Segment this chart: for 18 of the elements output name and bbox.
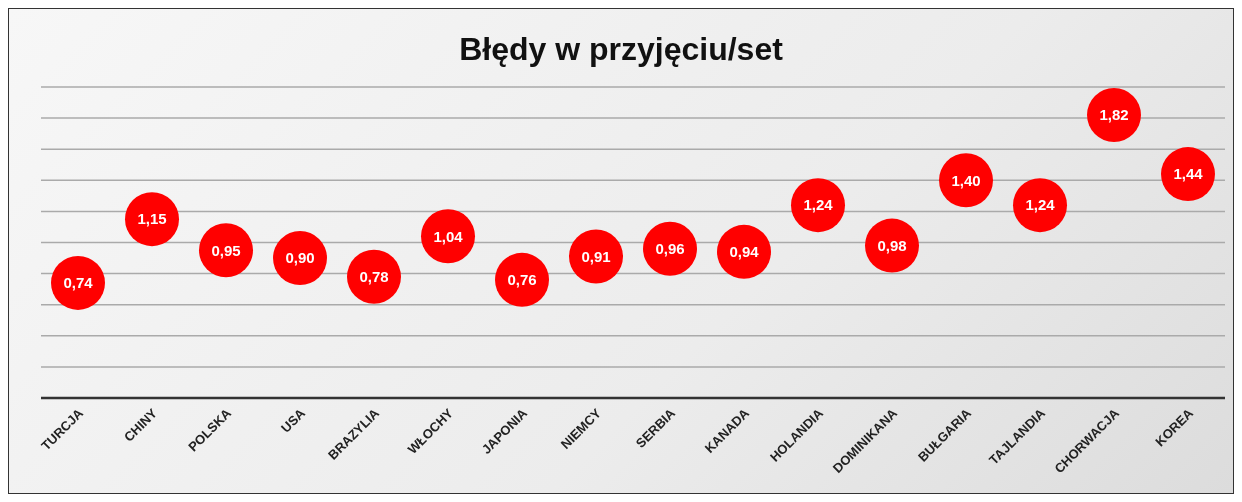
data-label: 0,91 <box>581 247 611 265</box>
data-label: 0,74 <box>63 274 94 292</box>
data-label: 1,40 <box>951 171 981 189</box>
data-label: 1,24 <box>1025 196 1056 214</box>
x-tick-label: USA <box>278 405 309 436</box>
data-label: 1,24 <box>803 196 834 214</box>
chart-title: Błędy w przyjęciu/set <box>458 30 784 69</box>
data-label: 0,96 <box>655 239 685 257</box>
data-label: 1,15 <box>137 210 167 228</box>
data-label: 1,82 <box>1099 106 1129 124</box>
data-label: 1,44 <box>1173 165 1204 183</box>
data-label: 0,94 <box>729 243 760 261</box>
data-label: 0,90 <box>285 249 315 267</box>
data-label: 0,98 <box>877 236 907 254</box>
data-label: 0,76 <box>507 271 537 289</box>
data-label: 0,95 <box>211 241 241 259</box>
data-label: 1,04 <box>433 227 464 245</box>
data-label: 0,78 <box>359 267 389 285</box>
